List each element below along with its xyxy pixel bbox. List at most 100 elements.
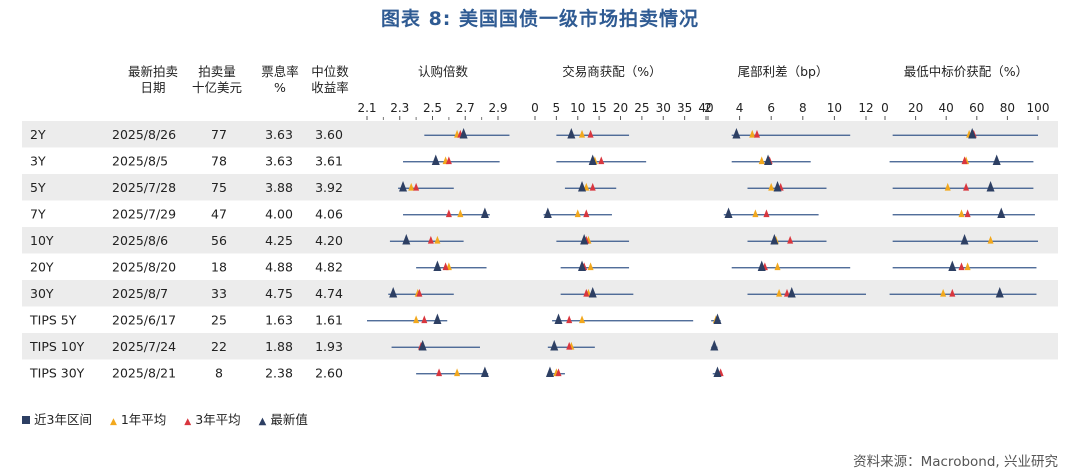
header-date: 最新拍卖 日期 — [113, 64, 193, 96]
latest-marker — [968, 128, 977, 139]
table-cell-yield: 1.61 — [315, 312, 343, 327]
panel-1: 认购倍数 2.1 2.3 2.5 2.7 2.9 — [357, 64, 510, 377]
avg3-marker — [566, 341, 573, 350]
table-cell-coupon: 2.38 — [265, 365, 293, 380]
tick-label: 60 — [969, 101, 984, 115]
tick-label: 30 — [656, 101, 671, 115]
avg3-marker — [445, 156, 452, 165]
latest-marker — [992, 154, 1001, 165]
avg1-marker — [749, 129, 756, 138]
legend-avg1: 1年平均 — [120, 412, 167, 427]
table-cell-coupon: 3.63 — [265, 127, 293, 142]
tick-label: 2.3 — [390, 101, 409, 115]
table-cell-amount: 18 — [211, 259, 227, 274]
table-cell-amount: 78 — [211, 153, 227, 168]
avg3-marker — [961, 156, 968, 165]
avg1-marker — [408, 182, 415, 191]
table-cell-term: 10Y — [30, 233, 54, 248]
legend-range-icon — [22, 416, 30, 424]
table-cell-term: 3Y — [30, 153, 46, 168]
table-cell-term: 7Y — [30, 206, 46, 221]
latest-marker — [986, 181, 995, 192]
header-yield-line1: 中位数 — [311, 64, 349, 79]
avg1-marker — [964, 262, 971, 271]
tick-label: 80 — [1000, 101, 1015, 115]
table-cell-amount: 77 — [211, 127, 227, 142]
table-cell-amount: 56 — [211, 233, 227, 248]
latest-marker — [402, 234, 411, 245]
avg3-marker — [787, 235, 794, 244]
table-cell-date: 2025/6/17 — [112, 312, 176, 327]
tick-label: 5 — [553, 101, 561, 115]
latest-marker — [433, 260, 442, 271]
latest-marker — [418, 340, 427, 351]
header-coupon-line1: 票息率 — [261, 64, 299, 79]
latest-marker — [995, 287, 1004, 298]
table-cell-yield: 2.60 — [315, 365, 343, 380]
avg1-marker — [579, 315, 586, 324]
legend-avg3-icon: ▲ — [184, 417, 192, 427]
panel-title: 最低中标价获配（%） — [904, 64, 1028, 79]
table-cell-coupon: 1.88 — [265, 339, 293, 354]
row-background — [22, 280, 1058, 307]
header-coupon-line2: % — [274, 80, 286, 95]
avg3-marker — [587, 129, 594, 138]
table-cell-date: 2025/8/6 — [112, 233, 168, 248]
avg1-marker — [457, 209, 464, 218]
tick-label: 2.5 — [423, 101, 442, 115]
avg3-marker — [416, 288, 423, 297]
tick-label: 2.1 — [357, 101, 376, 115]
table-cell-yield: 4.74 — [315, 286, 343, 301]
panel-title: 交易商获配（%） — [562, 64, 661, 79]
legend-avg3: 3年平均 — [195, 412, 241, 427]
table-cell-yield: 3.92 — [315, 180, 343, 195]
latest-marker — [710, 340, 719, 351]
header-amount-line1: 拍卖量 — [198, 64, 236, 79]
latest-marker — [480, 207, 489, 218]
avg1-marker — [752, 209, 759, 218]
table-cell-amount: 75 — [211, 180, 227, 195]
table-cell-coupon: 3.63 — [265, 153, 293, 168]
row-background — [22, 333, 1058, 360]
avg1-marker — [958, 209, 965, 218]
latest-marker — [588, 287, 597, 298]
header-amount: 拍卖量 十亿美元 — [185, 64, 249, 96]
table-cell-term: TIPS 30Y — [29, 365, 85, 380]
legend: 近3年区间 ▲ 1年平均 ▲ 3年平均 ▲ 最新值 — [22, 409, 308, 428]
table-cell-amount: 8 — [215, 365, 223, 380]
tick-label: 100 — [1027, 101, 1050, 115]
legend-latest-icon: ▲ — [258, 416, 267, 427]
avg3-marker — [555, 368, 562, 377]
tick-label: 15 — [591, 101, 606, 115]
table-cell-date: 2025/8/20 — [112, 259, 176, 274]
row-background — [22, 121, 1058, 148]
avg3-marker — [421, 315, 428, 324]
tick-label: 40 — [698, 101, 713, 115]
latest-marker — [580, 234, 589, 245]
latest-marker — [713, 313, 722, 324]
avg1-marker — [434, 235, 441, 244]
tick-label: 2.9 — [488, 101, 507, 115]
chart-title: 图表 8: 美国国债一级市场拍卖情况 — [380, 8, 700, 30]
avg3-marker — [949, 288, 956, 297]
latest-marker — [545, 366, 554, 377]
table-cell-yield: 3.61 — [315, 153, 343, 168]
table-cell-yield: 1.93 — [315, 339, 343, 354]
table-cell-date: 2025/7/28 — [112, 180, 176, 195]
header-date-line2: 日期 — [140, 80, 166, 95]
latest-marker — [578, 260, 587, 271]
header-yield-line2: 收益率 — [311, 80, 349, 95]
table-cell-coupon: 3.88 — [265, 180, 293, 195]
table-cell-term: 2Y — [30, 127, 46, 142]
table-cell-amount: 25 — [211, 312, 227, 327]
table-cell-term: 5Y — [30, 180, 46, 195]
avg3-marker — [442, 262, 449, 271]
avg1-marker — [940, 288, 947, 297]
table-cell-term: 20Y — [30, 259, 54, 274]
table-cell-amount: 47 — [211, 206, 227, 221]
tick-label: 2 — [704, 101, 712, 115]
avg1-marker — [454, 368, 461, 377]
avg3-marker — [763, 209, 770, 218]
table-cell-date: 2025/7/24 — [112, 339, 176, 354]
avg3-marker — [589, 182, 596, 191]
